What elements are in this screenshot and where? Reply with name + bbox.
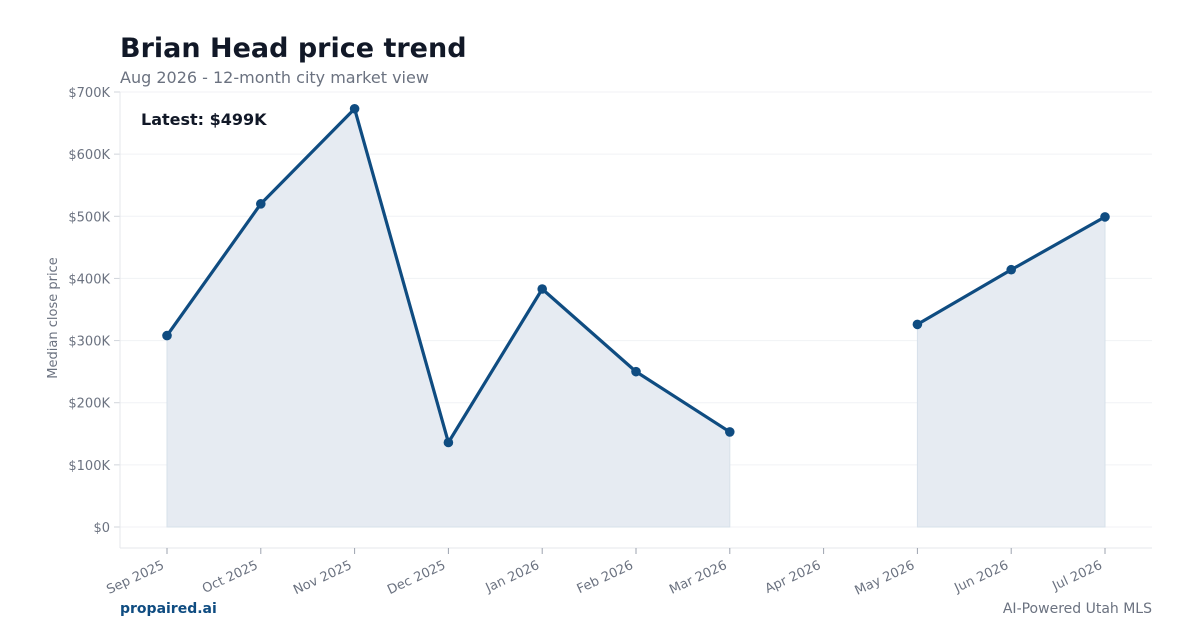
data-point bbox=[725, 427, 735, 437]
y-tick-label: $600K bbox=[68, 148, 110, 163]
data-point bbox=[1006, 264, 1016, 275]
area-fills bbox=[166, 107, 1106, 528]
data-point bbox=[162, 330, 172, 341]
data-point bbox=[349, 103, 360, 114]
data-point bbox=[631, 366, 641, 377]
chart-title: Brian Head price trend bbox=[120, 33, 467, 64]
area-fill bbox=[166, 107, 731, 528]
x-tick-label: Oct 2025 bbox=[200, 558, 260, 597]
chart-subtitle: Aug 2026 - 12-month city market view bbox=[120, 68, 429, 87]
y-tick-label: $400K bbox=[68, 272, 110, 287]
y-tick-label: $500K bbox=[68, 210, 110, 225]
data-point bbox=[537, 284, 547, 294]
x-tick-label: Nov 2025 bbox=[291, 558, 354, 598]
brand-link[interactable]: propaired.ai bbox=[120, 601, 217, 617]
data-point bbox=[443, 437, 454, 448]
x-tick-label: May 2026 bbox=[853, 558, 917, 599]
x-tick-label: Jun 2026 bbox=[952, 558, 1011, 596]
y-tick-labels: $0 $100K $200K $300K $400K $500K $600K $700K bbox=[68, 86, 110, 536]
y-tick-label: $0 bbox=[93, 521, 110, 536]
latest-annotation: Latest: $499K bbox=[141, 110, 267, 129]
x-tick-label: Dec 2025 bbox=[385, 558, 448, 598]
y-tick-label: $300K bbox=[68, 335, 110, 350]
x-tick-label: Jan 2026 bbox=[483, 558, 542, 596]
y-tick-label: $700K bbox=[68, 86, 110, 101]
data-points bbox=[162, 103, 1110, 448]
y-tick-label: $100K bbox=[68, 459, 110, 474]
data-point bbox=[912, 319, 923, 330]
area-fill bbox=[916, 216, 1106, 528]
data-point bbox=[255, 199, 266, 209]
footer-tagline: AI-Powered Utah MLS bbox=[1002, 601, 1152, 617]
y-axis-label: Median close price bbox=[46, 257, 61, 378]
x-tick-label: Apr 2026 bbox=[763, 558, 823, 597]
x-tick-label: Sep 2025 bbox=[104, 558, 166, 598]
axes bbox=[114, 91, 1152, 554]
x-tick-label: Mar 2026 bbox=[667, 558, 729, 598]
data-point bbox=[1100, 212, 1110, 222]
x-tick-labels: Sep 2025 Oct 2025 Nov 2025 Dec 2025 Jan 2026… bbox=[104, 558, 1104, 599]
x-tick-label: Feb 2026 bbox=[575, 558, 636, 597]
y-tick-label: $200K bbox=[68, 397, 110, 412]
x-tick-label: Jul 2026 bbox=[1049, 558, 1104, 594]
